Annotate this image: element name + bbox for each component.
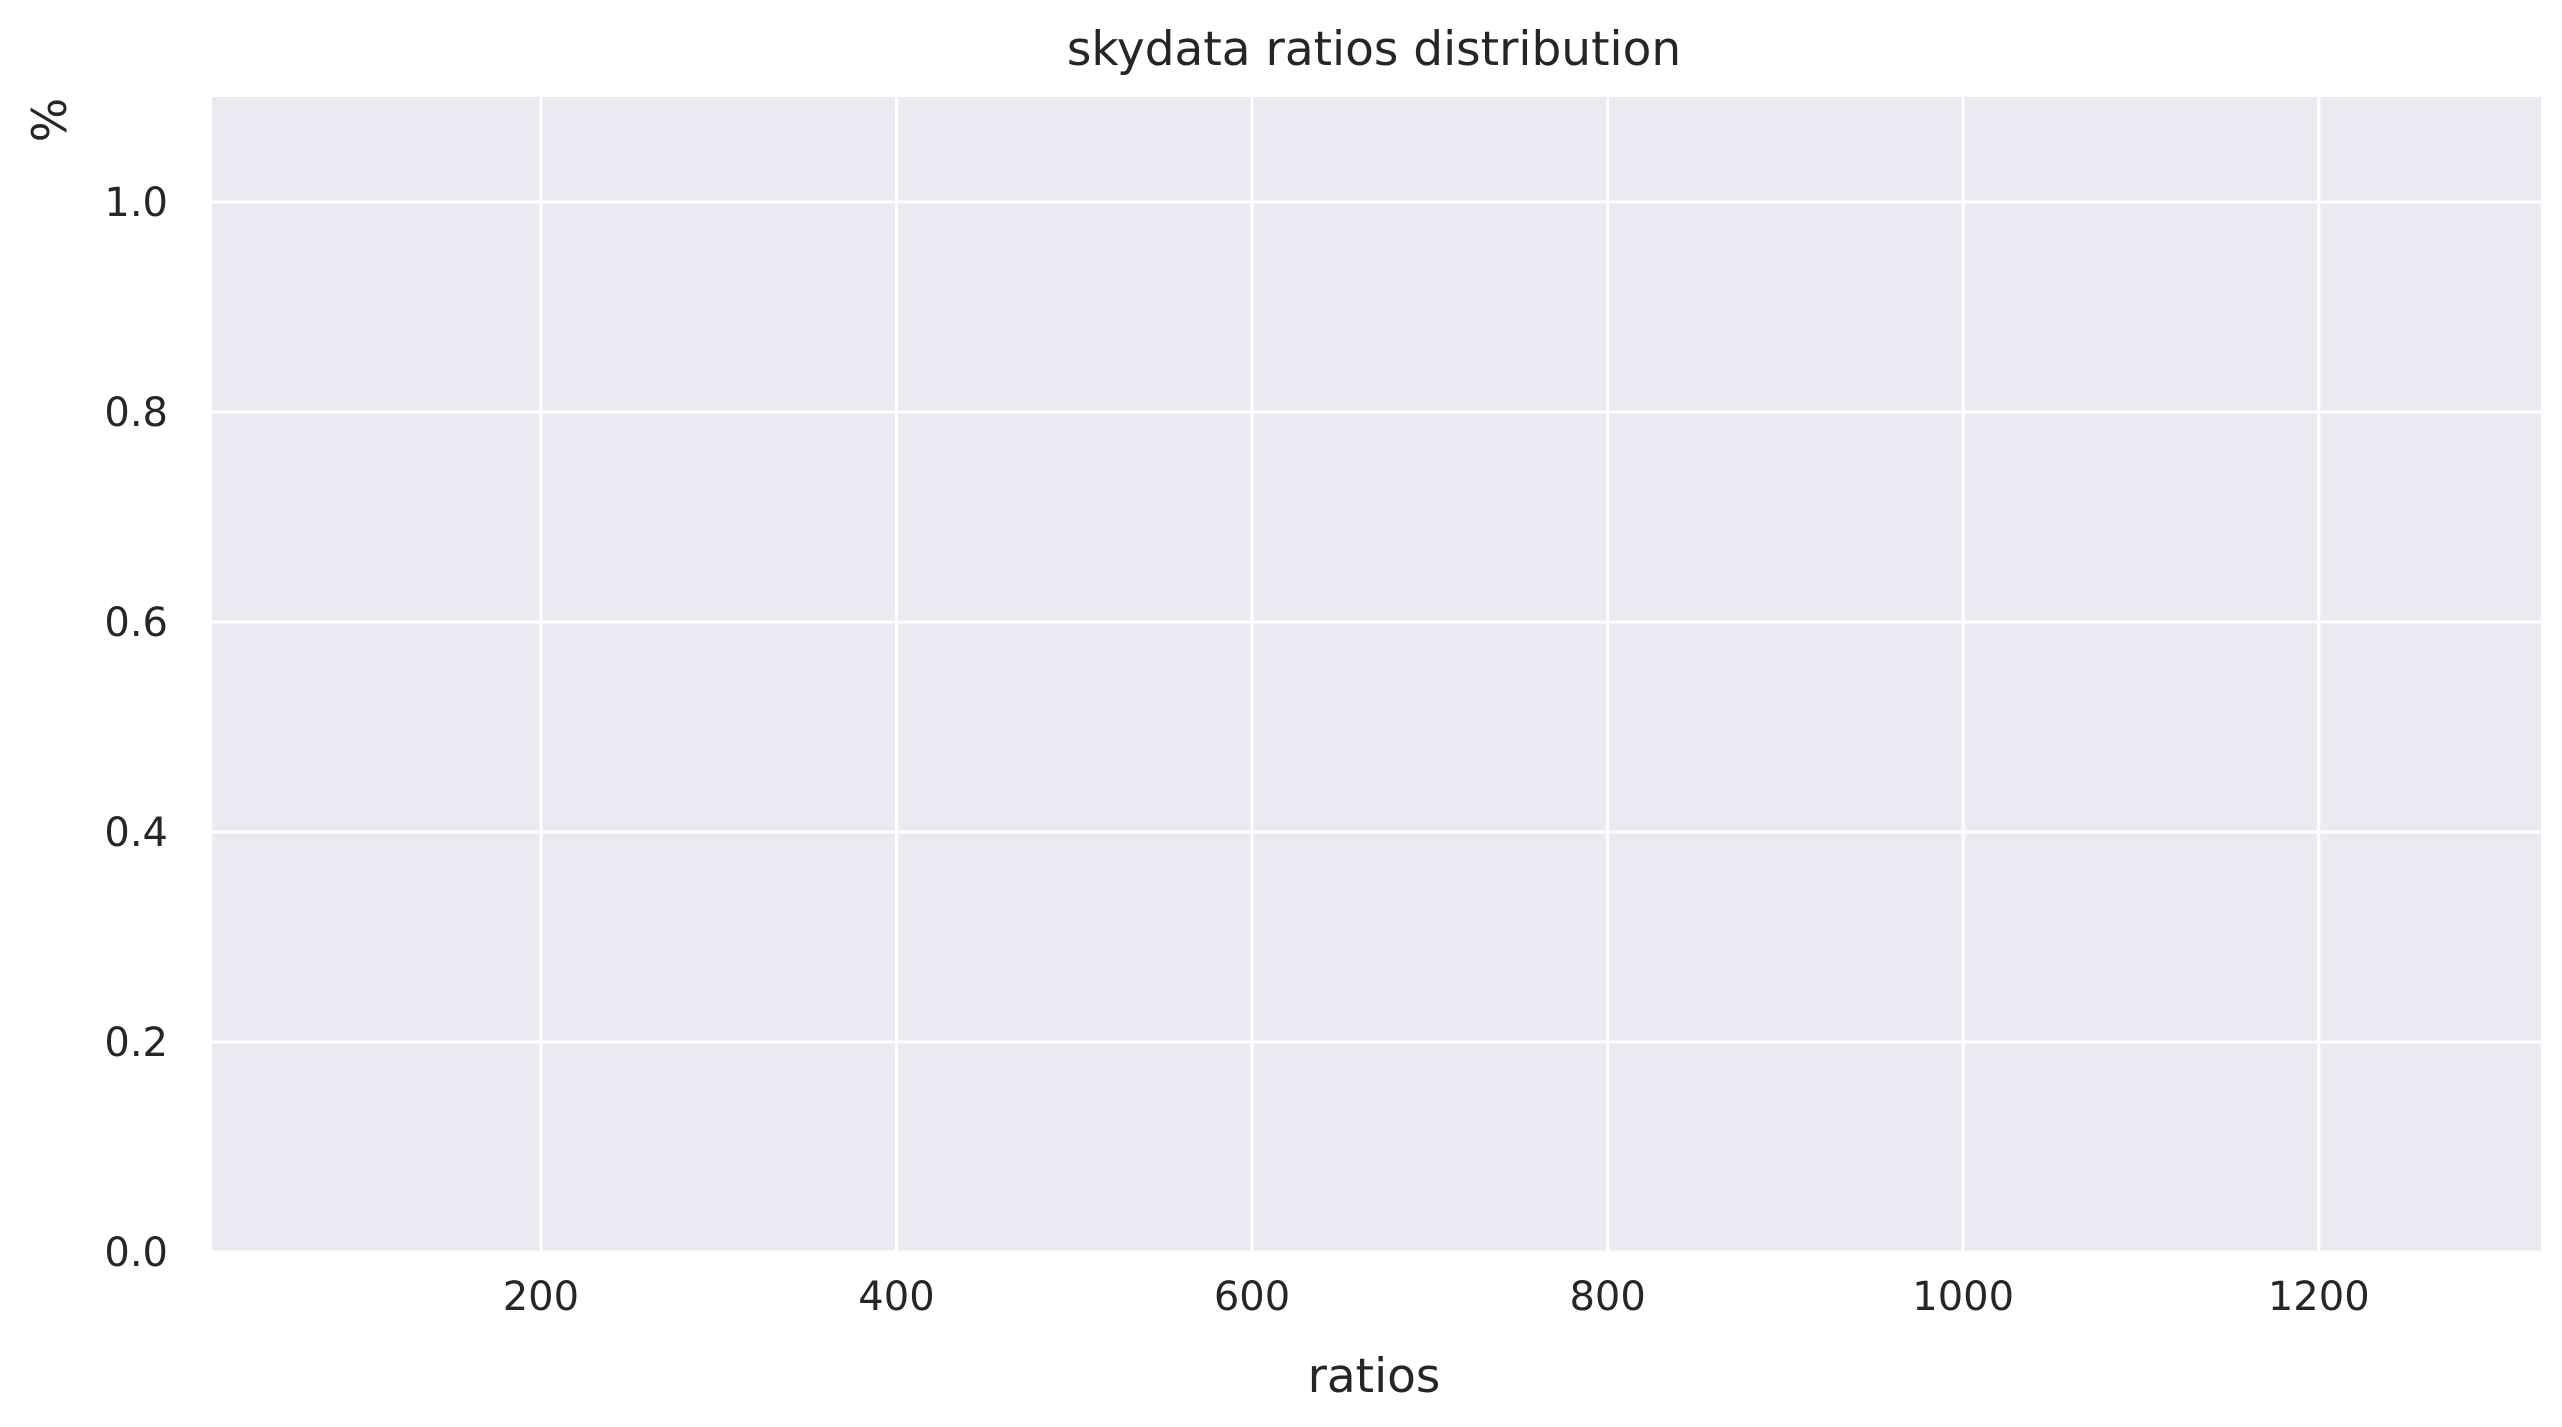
y-tick-label: 0.8 bbox=[104, 390, 168, 436]
x-tick-label: 1200 bbox=[2268, 1274, 2370, 1320]
y-gridlines bbox=[212, 200, 2541, 1254]
y-tick-label: 1.0 bbox=[104, 180, 168, 226]
x-tick-label: 600 bbox=[1214, 1274, 1290, 1320]
chart-title: skydata ratios distribution bbox=[1067, 22, 1681, 77]
plot-area bbox=[212, 97, 2541, 1252]
y-tick-label: 0.0 bbox=[104, 1230, 168, 1276]
y-tick-label: 0.2 bbox=[104, 1020, 168, 1066]
x-gridlines bbox=[539, 97, 2321, 1252]
x-axis-label: ratios bbox=[1308, 1349, 1441, 1404]
x-tick-label: 800 bbox=[1569, 1274, 1645, 1320]
y-tick-labels: 0.0 0.2 0.4 0.6 0.8 1.0 bbox=[104, 180, 168, 1276]
y-tick-label: 0.6 bbox=[104, 600, 168, 646]
x-tick-label: 400 bbox=[858, 1274, 934, 1320]
x-tick-labels: 200 400 600 800 1000 1200 bbox=[503, 1274, 2370, 1320]
x-tick-label: 1000 bbox=[1912, 1274, 2014, 1320]
y-tick-label: 0.4 bbox=[104, 810, 168, 856]
y-axis-label: % bbox=[23, 98, 78, 143]
x-tick-label: 200 bbox=[503, 1274, 579, 1320]
